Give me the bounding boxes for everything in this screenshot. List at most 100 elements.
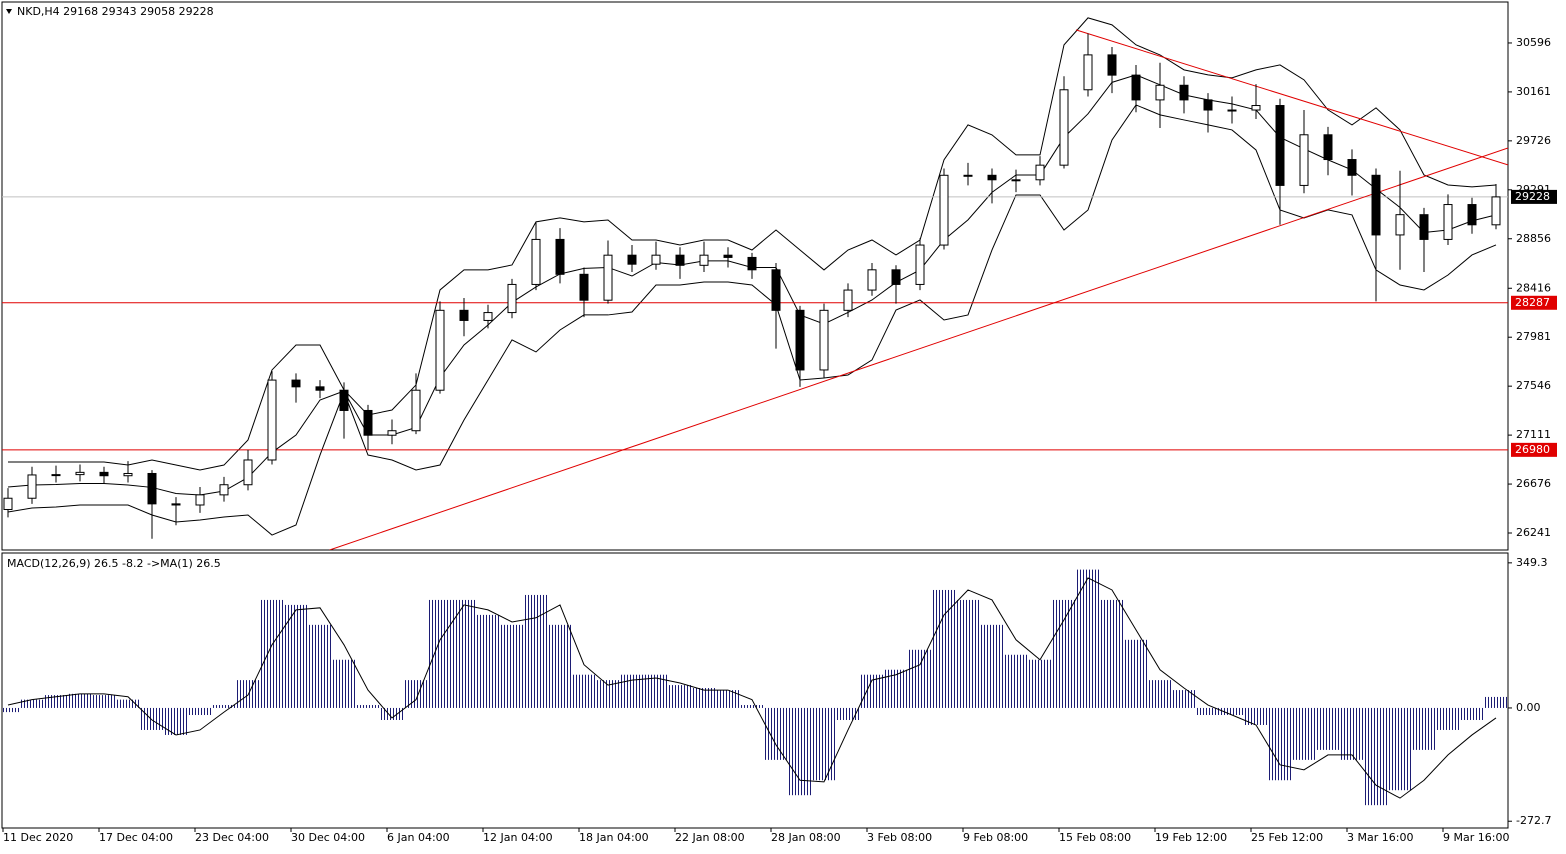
x-tick-label: 25 Feb 12:00 [1251, 831, 1323, 844]
candle-body [339, 389, 349, 411]
macd-bar [477, 614, 501, 708]
symbol-menu-arrow[interactable] [6, 9, 12, 14]
macd-bar [1341, 707, 1365, 760]
candle-body [987, 174, 997, 181]
macd-bar [501, 624, 525, 708]
candle-body [1299, 134, 1309, 186]
macd-bar [813, 707, 837, 781]
x-tick-label: 23 Dec 04:00 [195, 831, 269, 844]
macd-bar [69, 693, 93, 708]
y-tick-label: 28856 [1516, 232, 1551, 245]
candle-body [1467, 204, 1477, 226]
macd-bar [1461, 707, 1485, 720]
macd-bar [1365, 707, 1389, 806]
candle-body [579, 273, 589, 301]
y-tick-label: 27111 [1516, 428, 1551, 441]
last-price-box [1511, 189, 1557, 204]
candle-body [315, 386, 325, 391]
candle-body [267, 379, 277, 461]
trend-line [329, 147, 1508, 550]
macd-bar [549, 624, 573, 708]
bollinger-band [8, 17, 1497, 471]
candle-body [243, 459, 253, 486]
candle-body [1323, 134, 1333, 161]
chart-title: NKD,H4 29168 29343 29058 29228 [17, 5, 214, 18]
axes: 3059630161297262929128856284162798127546… [2, 36, 1557, 844]
x-tick-label: 18 Jan 04:00 [579, 831, 649, 844]
macd-bar [1389, 707, 1413, 791]
y-tick-label: 349.3 [1516, 556, 1548, 569]
x-tick-label: 6 Jan 04:00 [387, 831, 450, 844]
macd-bar [1053, 599, 1077, 708]
candle-body [387, 430, 397, 436]
candle-body [771, 269, 781, 311]
macd-bar [21, 699, 45, 708]
price-plot [2, 17, 1508, 550]
macd-bar [573, 674, 597, 708]
macd-bar [213, 705, 237, 708]
macd-bar [429, 599, 453, 708]
macd-bar [597, 680, 621, 708]
candle-body [1203, 99, 1213, 111]
candle-body [1347, 159, 1357, 176]
macd-bar [1101, 599, 1125, 708]
candle-body [1107, 54, 1117, 76]
macd-title: MACD(12,26,9) 26.5 -8.2 ->MA(1) 26.5 [7, 557, 221, 570]
candle-body [867, 269, 877, 291]
macd-bar [285, 604, 309, 708]
y-tick-label: 26241 [1516, 526, 1551, 539]
macd-bar [981, 624, 1005, 708]
macd-bar [117, 699, 141, 708]
candle-body [27, 474, 37, 499]
macd-bar [141, 707, 165, 730]
signal-line [7, 577, 1497, 799]
candle-body [435, 309, 445, 391]
candle-body [747, 256, 757, 271]
y-tick-label: 26676 [1516, 477, 1551, 490]
macd-bar [1077, 569, 1101, 708]
x-tick-label: 15 Feb 08:00 [1059, 831, 1131, 844]
x-tick-label: 11 Dec 2020 [3, 831, 73, 844]
y-tick-label: 30596 [1516, 36, 1551, 49]
macd-bar [93, 695, 117, 708]
x-tick-label: 9 Mar 16:00 [1443, 831, 1509, 844]
macd-bar [1125, 639, 1149, 708]
y-tick-label: 30161 [1516, 85, 1551, 98]
macd-bar [933, 589, 957, 708]
candle-body [843, 289, 853, 311]
macd-bar [309, 624, 333, 708]
candle-body [1275, 105, 1285, 186]
y-tick-label: 27546 [1516, 379, 1551, 392]
macd-bar [357, 705, 381, 708]
candle-body [219, 484, 229, 496]
candle-body [1059, 89, 1069, 166]
candle-body [123, 472, 133, 477]
macd-bar [1173, 690, 1197, 708]
trend-line [1075, 29, 1508, 166]
macd-bar [1269, 707, 1293, 781]
y-tick-label: -272.7 [1516, 814, 1551, 827]
macd-bar [1245, 707, 1269, 725]
level-label: 26980 [1515, 443, 1550, 456]
candle-body [1371, 174, 1381, 236]
candle-body [1491, 196, 1501, 226]
last-price-label: 29228 [1515, 190, 1550, 203]
candle-body [147, 472, 157, 505]
candle-body [411, 389, 421, 432]
macd-bar [789, 707, 813, 796]
candle-body [1035, 164, 1045, 181]
x-tick-label: 12 Jan 04:00 [483, 831, 553, 844]
macd-bar [1005, 654, 1029, 708]
x-tick-label: 19 Feb 12:00 [1155, 831, 1227, 844]
macd-bar [837, 707, 861, 720]
candle-body [891, 269, 901, 285]
candle-body [699, 254, 709, 266]
candle-body [723, 254, 733, 258]
candle-body [555, 238, 565, 275]
candle-body [1011, 179, 1021, 182]
macd-bar [381, 707, 405, 720]
macd-bar [885, 669, 909, 708]
macd-plot [2, 569, 1508, 806]
macd-bar [1221, 707, 1245, 716]
